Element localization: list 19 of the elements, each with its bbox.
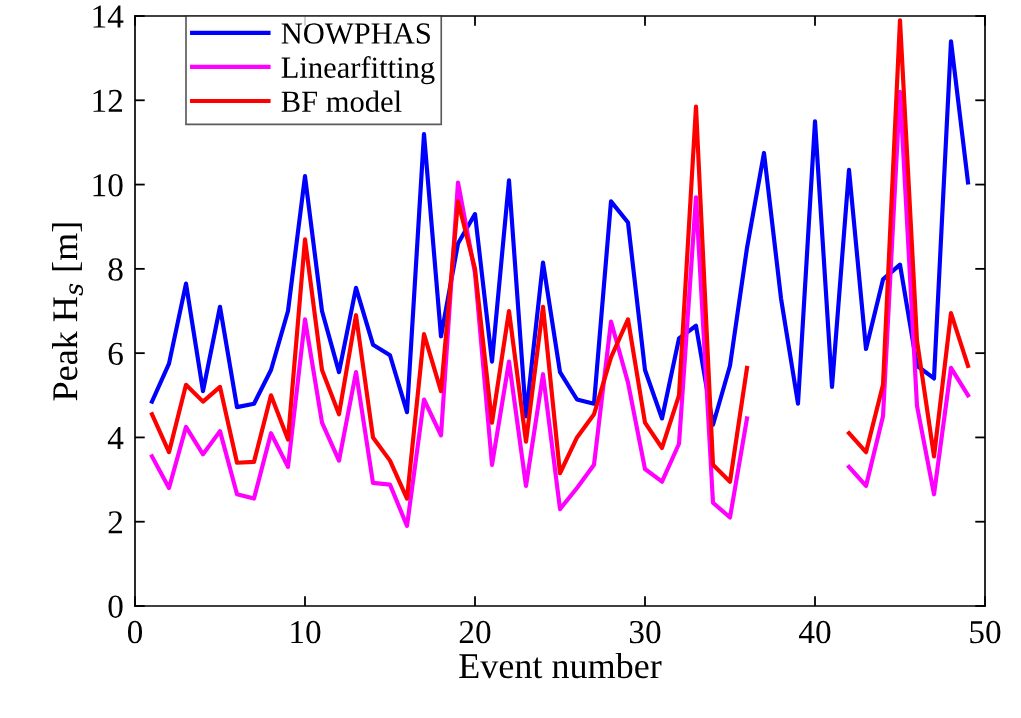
x-tick-label: 0 bbox=[127, 620, 143, 644]
y-tick-label: 8 bbox=[108, 258, 123, 281]
x-tick-label: 30 bbox=[629, 620, 661, 644]
x-tick-label: 50 bbox=[970, 620, 1001, 644]
y-tick-label: 0 bbox=[108, 595, 123, 618]
y-tick-label: 12 bbox=[93, 89, 123, 112]
legend-label: NOWPHAS bbox=[281, 23, 430, 44]
y-tick-label: 4 bbox=[107, 427, 124, 449]
legend-label: BF model bbox=[281, 90, 402, 113]
legend-label: Linearfitting bbox=[281, 56, 435, 85]
y-tick-label: 14 bbox=[93, 5, 124, 28]
y-tick-label: 10 bbox=[93, 173, 123, 197]
y-axis-title: Peak H$_{s}$ [m] bbox=[52, 223, 84, 401]
x-tick-label: 20 bbox=[459, 620, 491, 644]
x-axis-title: Event number bbox=[459, 652, 662, 679]
y-tick-label: 2 bbox=[108, 511, 123, 534]
y-tick-label: 6 bbox=[108, 342, 123, 366]
x-tick-label: 10 bbox=[291, 620, 321, 644]
x-tick-label: 40 bbox=[798, 620, 831, 644]
